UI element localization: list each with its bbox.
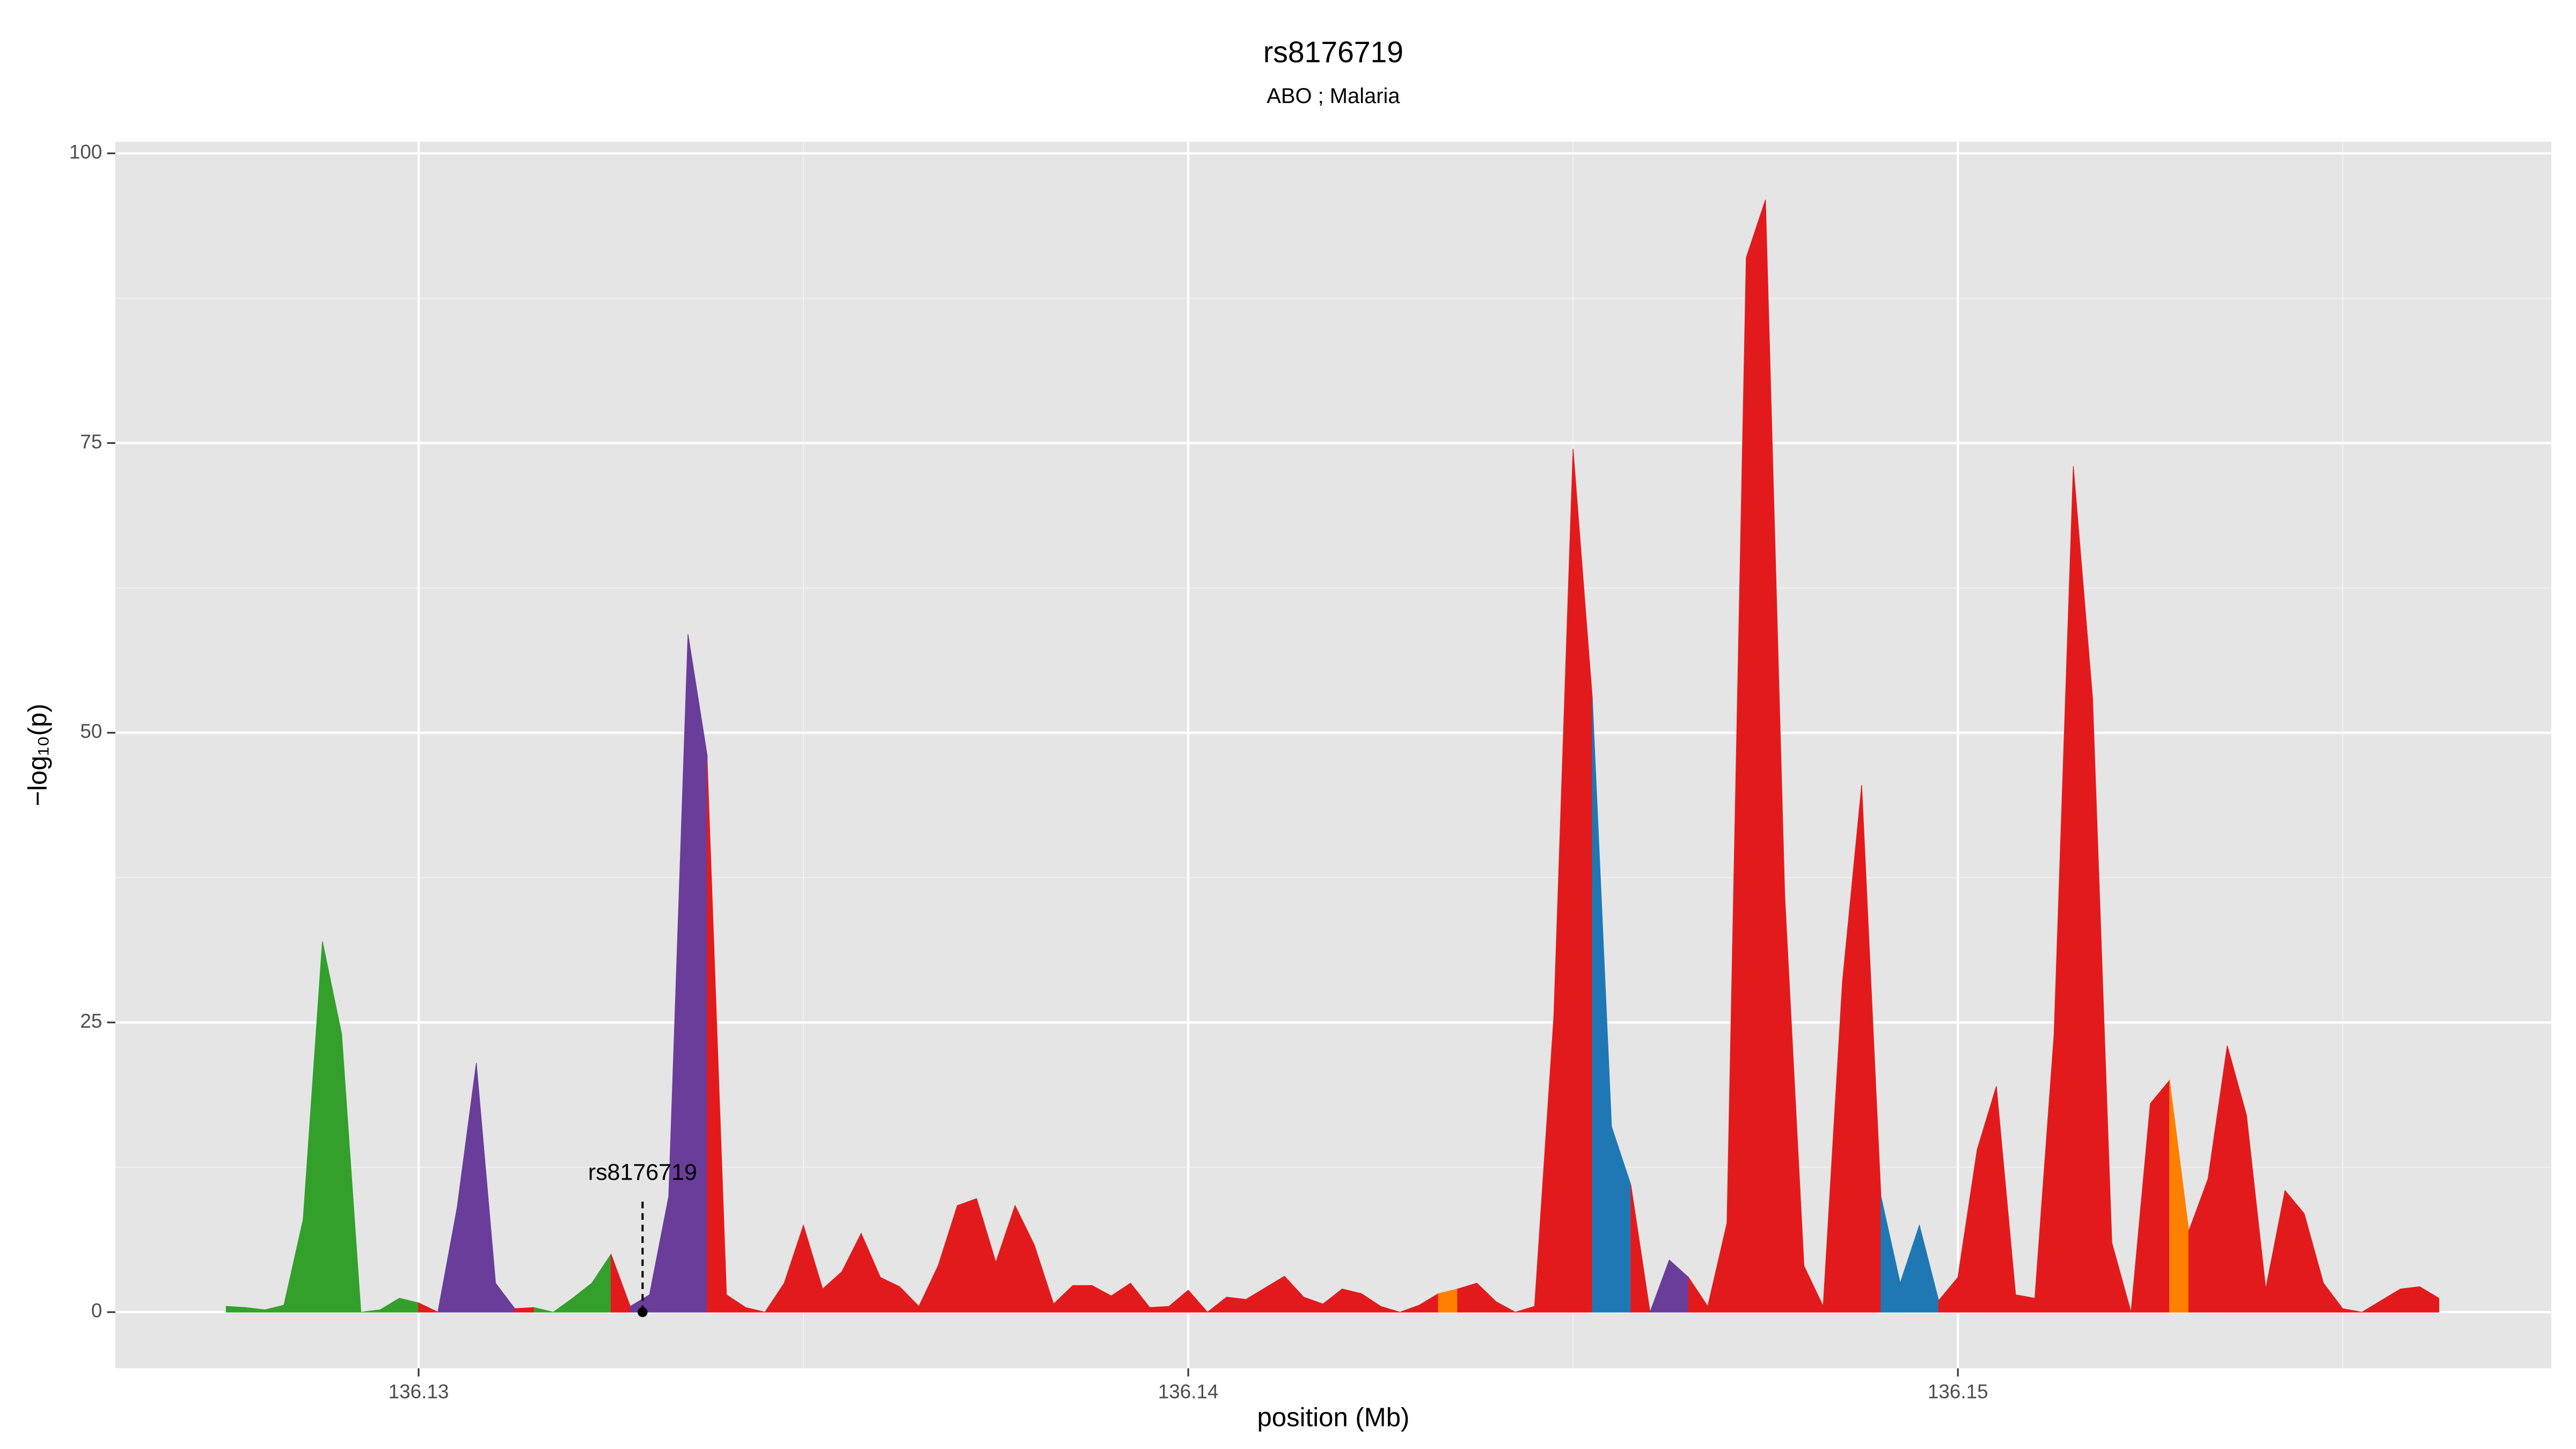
annotation-point	[638, 1307, 648, 1318]
y-tick-label: 0	[91, 1300, 102, 1322]
area-segment	[1630, 1184, 1651, 1313]
area-segment	[707, 762, 1439, 1313]
area-segment	[1688, 199, 1882, 1313]
chart-subtitle: ABO ; Malaria	[1267, 84, 1400, 108]
x-tick-label: 136.14	[1158, 1380, 1219, 1402]
area-segment	[514, 1307, 535, 1313]
y-tick-label: 25	[80, 1010, 102, 1032]
area-segment	[1938, 466, 2170, 1313]
area-segment	[1592, 698, 1631, 1313]
area-segment	[225, 941, 419, 1313]
y-tick-label: 100	[69, 141, 102, 163]
x-tick-label: 136.13	[389, 1380, 449, 1402]
x-tick-label: 136.15	[1928, 1380, 1988, 1402]
area-segment	[418, 1302, 438, 1313]
y-axis-label: −log₁₀(p)	[24, 704, 53, 806]
annotation-label: rs8176719	[588, 1159, 697, 1185]
x-axis-label: position (Mb)	[1257, 1403, 1409, 1432]
y-tick-label: 75	[80, 430, 102, 452]
area-segment	[2188, 1045, 2440, 1313]
y-tick-label: 50	[80, 720, 102, 742]
chart-title: rs8176719	[1263, 35, 1403, 69]
